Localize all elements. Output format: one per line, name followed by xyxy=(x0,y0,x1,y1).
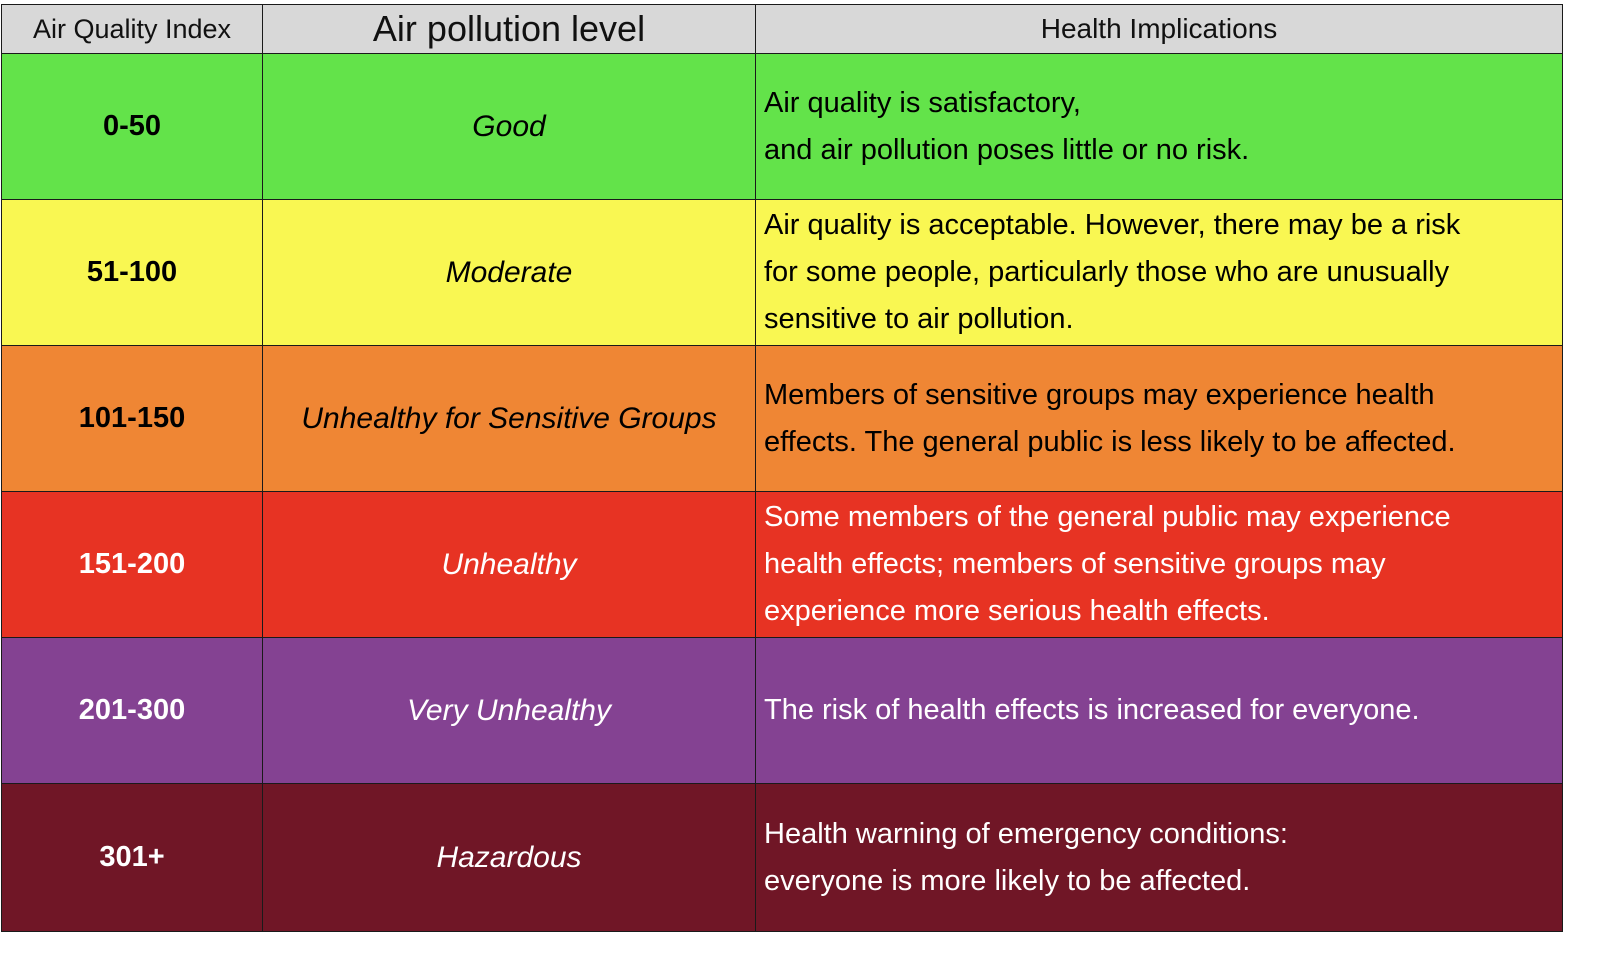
aqi-range-cell: 301+ xyxy=(1,783,263,932)
pollution-level-cell: Moderate xyxy=(262,199,756,346)
health-implication-line: Health warning of emergency conditions: xyxy=(764,817,1288,850)
table-row: 201-300 Very Unhealthy The risk of health … xyxy=(1,637,1563,784)
health-implications-cell: The risk of health effects is increased … xyxy=(755,637,1563,784)
aqi-range-cell: 0-50 xyxy=(1,53,263,200)
header-row: Air Quality Index Air pollution level He… xyxy=(1,4,1563,54)
health-implications-cell: Members of sensitive groups may experien… xyxy=(755,345,1563,492)
table-row: 101-150 Unhealthy for Sensitive Groups Mem… xyxy=(1,345,1563,492)
table-row: 0-50 Good Air quality is satisfactory, and … xyxy=(1,53,1563,200)
health-implication-line: and air pollution poses little or no ris… xyxy=(764,133,1250,166)
pollution-level-cell: Unhealthy for Sensitive Groups xyxy=(262,345,756,492)
pollution-level-cell: Good xyxy=(262,53,756,200)
health-implications-cell: Air quality is acceptable. However, ther… xyxy=(755,199,1563,346)
header-air-pollution-level: Air pollution level xyxy=(262,4,756,54)
health-implication-line: health effects; members of sensitive gro… xyxy=(764,548,1386,580)
health-implication-line: Members of sensitive groups may experien… xyxy=(764,378,1435,411)
health-implication-line: experience more serious health effects. xyxy=(764,595,1270,627)
table-row: 301+ Hazardous Health warning of emergency… xyxy=(1,783,1563,932)
health-implications-cell: Some members of the general public may e… xyxy=(755,491,1563,638)
aqi-range-cell: 101-150 xyxy=(1,345,263,492)
health-implication-line: Some members of the general public may e… xyxy=(764,501,1451,533)
aqi-table: Air Quality Index Air pollution level He… xyxy=(1,4,1563,932)
header-health-implications: Health Implications xyxy=(755,4,1563,54)
table-row: 151-200 Unhealthy Some members of the gene… xyxy=(1,491,1563,638)
aqi-range-cell: 151-200 xyxy=(1,491,263,638)
health-implication-line: Air quality is acceptable. However, ther… xyxy=(764,209,1461,241)
header-air-quality-index: Air Quality Index xyxy=(1,4,263,54)
health-implication-line: Air quality is satisfactory, xyxy=(764,86,1081,119)
health-implication-line: sensitive to air pollution. xyxy=(764,303,1074,335)
table-body: 0-50 Good Air quality is satisfactory, and … xyxy=(1,53,1563,932)
health-implication-line: effects. The general public is less like… xyxy=(764,425,1456,458)
health-implication-line: The risk of health effects is increased … xyxy=(764,694,1420,726)
pollution-level-cell: Hazardous xyxy=(262,783,756,932)
pollution-level-cell: Very Unhealthy xyxy=(262,637,756,784)
health-implications-cell: Air quality is satisfactory, and air poll… xyxy=(755,53,1563,200)
health-implication-line: everyone is more likely to be affected. xyxy=(764,864,1251,897)
table-header: Air Quality Index Air pollution level He… xyxy=(1,4,1563,54)
pollution-level-cell: Unhealthy xyxy=(262,491,756,638)
aqi-range-cell: 51-100 xyxy=(1,199,263,346)
health-implication-line: for some people, particularly those who … xyxy=(764,256,1450,288)
health-implications-cell: Health warning of emergency conditions: e… xyxy=(755,783,1563,932)
aqi-range-cell: 201-300 xyxy=(1,637,263,784)
table-row: 51-100 Moderate Air quality is acceptable.… xyxy=(1,199,1563,346)
